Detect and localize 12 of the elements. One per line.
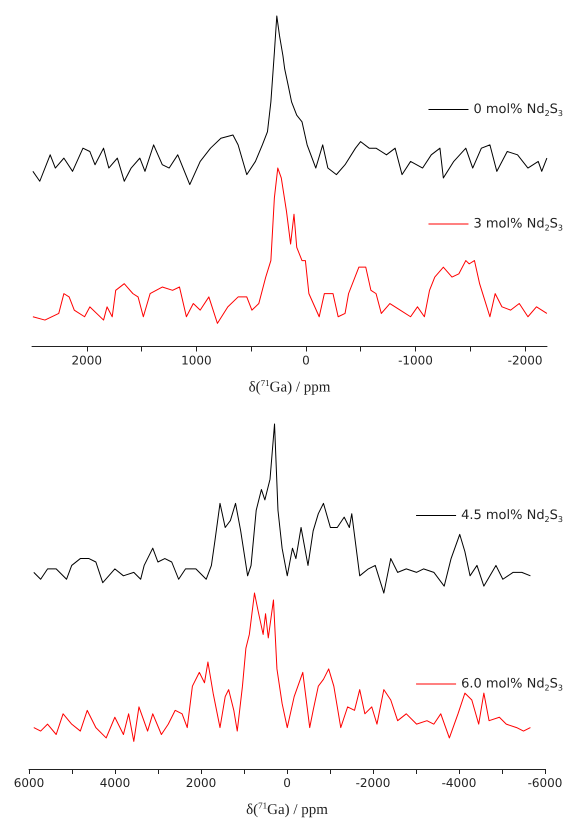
- x-tick-label: -2000: [356, 776, 390, 790]
- x-tick-label: -4000: [442, 776, 476, 790]
- x-tick-label: 2000: [186, 776, 216, 790]
- x-tick-label: 4000: [100, 776, 130, 790]
- x-tick-label: 6000: [14, 776, 44, 790]
- x-tick-label: 1000: [181, 354, 212, 368]
- x-tick-label: 0: [283, 776, 291, 790]
- x-tick-label: 2000: [72, 354, 102, 368]
- x-tick-label: -6000: [528, 776, 562, 790]
- x-tick-label: -1000: [398, 354, 433, 368]
- x-tick-label: 0: [302, 354, 310, 368]
- x-tick-label: -2000: [508, 354, 543, 368]
